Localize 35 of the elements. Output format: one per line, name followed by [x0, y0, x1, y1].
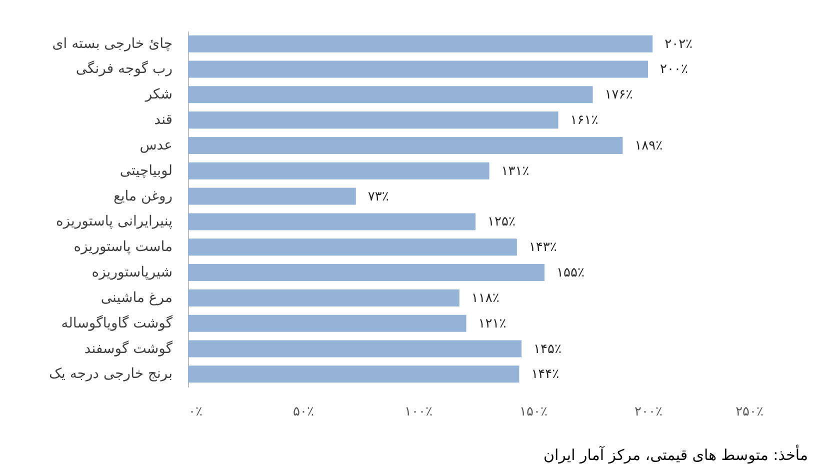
data-label: ۲۰۲٪ — [664, 36, 693, 52]
data-label: ۱۵۵٪ — [556, 266, 584, 281]
text: مأخذ: متوسط های قیمتی، مرکز آمار ایران — [543, 444, 808, 464]
y-tick-label: لوبیاچیتی — [120, 162, 172, 179]
data-label: ۲۰۰٪ — [660, 62, 688, 78]
x-tick-label: ۱۰۰٪ — [404, 404, 432, 420]
y-tick-label: عدس — [140, 137, 172, 154]
data-label: ۱۸۹٪ — [634, 138, 663, 154]
data-label: ۷۳٪ — [368, 189, 389, 204]
y-tick-label: ماست پاستوریزه — [74, 239, 172, 256]
y-tick-label: روغن مایع — [113, 188, 172, 204]
y-tick-label: مرغ ماشینی — [100, 290, 172, 306]
x-tick-label: ۱۵۰٪ — [520, 404, 548, 420]
data-label: ۱۱۸٪ — [471, 290, 500, 306]
y-tick-label: رب گوجه فرنگی — [76, 60, 172, 78]
data-label: ۱۳۱٪ — [501, 164, 530, 179]
y-tick-label: شکر — [144, 86, 172, 103]
data-label: ۱۲۵٪ — [488, 214, 516, 230]
data-label: ۱۲۱٪ — [478, 316, 506, 332]
y-tick-label: گوشت گوسفند — [84, 340, 173, 357]
x-tick-label: ۰٪ — [188, 404, 202, 420]
x-tick-label: ۲۵۰٪ — [736, 404, 764, 420]
y-tick-label: پنیرایرانی پاستوریزه — [56, 214, 173, 230]
x-tick-label: ۵۰٪ — [293, 404, 314, 420]
y-tick-label: قند — [154, 112, 172, 128]
y-tick-label: چائ خارجی بسته ای — [52, 36, 172, 52]
y-tick-label: برنج خارجی درجه یک — [49, 366, 172, 382]
data-label: ۱۴۳٪ — [528, 240, 557, 256]
data-label: ۱۷۶٪ — [604, 88, 633, 103]
x-tick-label: ۲۰۰٪ — [634, 404, 662, 420]
y-tick-label: شیرپاستوریزه — [92, 264, 172, 281]
data-label: ۱۶۱٪ — [570, 113, 598, 128]
data-label: ۱۴۴٪ — [531, 367, 560, 382]
data-label: ۱۴۵٪ — [534, 342, 562, 357]
y-tick-label: گوشت گاویاگوساله — [61, 314, 173, 332]
